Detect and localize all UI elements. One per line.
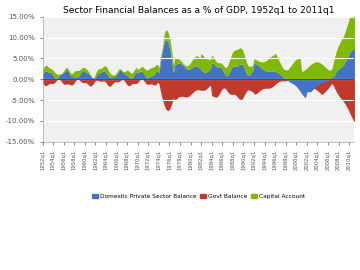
Title: Sector Financial Balances as a % of GDP, 1952q1 to 2011q1: Sector Financial Balances as a % of GDP,… <box>63 6 334 15</box>
Legend: Domestic Private Sector Balance, Govt Balance, Capital Account: Domestic Private Sector Balance, Govt Ba… <box>89 191 308 201</box>
